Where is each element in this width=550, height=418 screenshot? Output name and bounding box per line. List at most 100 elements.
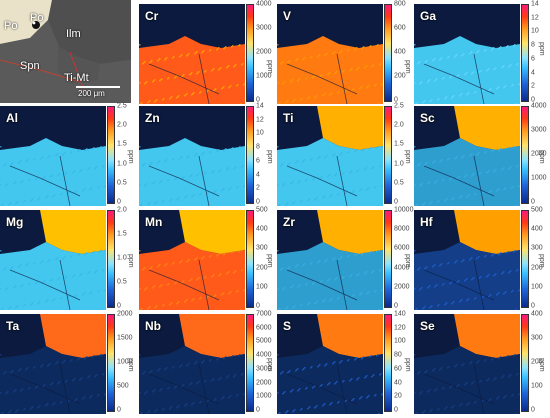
colorbar-tick-label: 7000 xyxy=(256,310,272,318)
colorbar-tick-label: 100 xyxy=(531,283,543,291)
map-panel-nb: Nb xyxy=(139,314,245,414)
map-panel-zn: Zn xyxy=(139,106,245,206)
petro-label: Ilm xyxy=(66,28,81,40)
map-image xyxy=(414,106,520,206)
colorbar-unit-label: ppm xyxy=(127,150,134,164)
colorbar-tick-label: 2 xyxy=(531,82,535,90)
colorbar-tick-label: 400 xyxy=(394,48,406,56)
colorbar-tick-label: 1.0 xyxy=(394,160,404,168)
map-image xyxy=(139,210,245,310)
colorbar-unit-label: ppm xyxy=(538,150,545,164)
colorbar-tick-label: 10 xyxy=(256,129,264,137)
colorbar-tick-label: 1.0 xyxy=(117,254,127,262)
element-label: Ti xyxy=(283,111,294,125)
element-label: Ga xyxy=(420,9,437,23)
colorbar-unit-label: ppm xyxy=(127,358,134,372)
colorbar-unit-label: ppm xyxy=(538,42,545,56)
colorbar-tick-label: 200 xyxy=(531,264,543,272)
element-label: Sc xyxy=(420,111,435,125)
colorbar-tick-label: 2.0 xyxy=(117,121,127,129)
map-image xyxy=(0,314,106,414)
colorbar-tick-label: 200 xyxy=(394,72,406,80)
colorbar-tick-label: 0.5 xyxy=(117,278,127,286)
colorbar xyxy=(384,106,392,204)
colorbar xyxy=(246,4,254,102)
colorbar-tick-label: 0 xyxy=(394,198,398,206)
colorbar xyxy=(384,4,392,102)
colorbar-tick-label: 2000 xyxy=(256,379,272,387)
map-image xyxy=(277,314,383,414)
colorbar xyxy=(384,314,392,412)
colorbar-ticks: 14 12 10 8 6 4 2 0 xyxy=(256,103,270,206)
colorbar-tick-label: 1000 xyxy=(531,174,547,182)
colorbar-tick-label: 1000 xyxy=(256,72,272,80)
colorbar-tick-label: 6000 xyxy=(256,324,272,332)
colorbar-ticks: 400 300 200 100 0 xyxy=(531,310,545,414)
element-label: Nb xyxy=(145,319,161,333)
colorbar-tick-label: 0 xyxy=(117,302,121,310)
colorbar-tick-label: 1.5 xyxy=(117,230,127,238)
colorbar-tick-label: 1500 xyxy=(117,334,133,342)
element-label: S xyxy=(283,319,292,333)
colorbar-unit-label: ppm xyxy=(538,254,545,268)
colorbar-ticks: 2.5 2.0 1.5 1.0 0.5 0 xyxy=(394,103,408,206)
colorbar-ticks: 4000 3000 2000 1000 0 xyxy=(531,103,547,206)
colorbar-tick-label: 300 xyxy=(531,244,543,252)
colorbar-tick-label: 600 xyxy=(394,24,406,32)
map-panel-mg: Mg xyxy=(0,210,106,310)
colorbar-unit-label: ppm xyxy=(266,60,273,74)
colorbar-tick-label: 6 xyxy=(256,157,260,165)
colorbar-tick-label: 12 xyxy=(531,14,539,22)
map-image xyxy=(139,106,245,206)
map-panel-v: V xyxy=(277,4,383,104)
colorbar-tick-label: 2000 xyxy=(117,310,133,318)
colorbar-tick-label: 0 xyxy=(531,302,535,310)
colorbar-tick-label: 4000 xyxy=(256,0,272,8)
colorbar-tick-label: 4 xyxy=(256,171,260,179)
element-label: Zn xyxy=(145,111,160,125)
colorbar-tick-label: 1.5 xyxy=(117,140,127,148)
element-label: Ta xyxy=(6,319,20,333)
map-image xyxy=(414,4,520,104)
colorbar-tick-label: 800 xyxy=(394,0,406,8)
colorbar-tick-label: 200 xyxy=(531,358,543,366)
colorbar-tick-label: 2000 xyxy=(531,150,547,158)
colorbar-tick-label: 500 xyxy=(256,206,268,214)
colorbar-ticks: 14 12 10 8 6 4 2 0 xyxy=(531,1,545,104)
map-panel-s: S xyxy=(277,314,383,414)
colorbar-tick-label: 100 xyxy=(256,283,268,291)
colorbar-tick-label: 300 xyxy=(531,334,543,342)
map-image xyxy=(277,210,383,310)
colorbar-tick-label: 0 xyxy=(531,406,535,414)
colorbar xyxy=(384,210,392,308)
colorbar-tick-label: 4000 xyxy=(394,264,410,272)
element-label: Se xyxy=(420,319,435,333)
colorbar-tick-label: 0.5 xyxy=(394,179,404,187)
colorbar-tick-label: 500 xyxy=(531,206,543,214)
colorbar-tick-label: 0.5 xyxy=(117,179,127,187)
colorbar xyxy=(246,106,254,204)
colorbar-tick-label: 0 xyxy=(394,302,398,310)
colorbar-tick-label: 100 xyxy=(531,382,543,390)
colorbar-tick-label: 12 xyxy=(256,116,264,124)
colorbar-ticks: 500 400 300 200 100 0 xyxy=(531,206,545,310)
colorbar-tick-label: 6 xyxy=(531,55,535,63)
colorbar-unit-label: ppm xyxy=(404,150,411,164)
map-panel-se: Se xyxy=(414,314,520,414)
colorbar-tick-label: 200 xyxy=(256,264,268,272)
colorbar-tick-label: 2.0 xyxy=(394,121,404,129)
element-label: Mn xyxy=(145,215,163,229)
petro-label: Ti-Mt xyxy=(64,72,89,84)
colorbar-tick-label: 3000 xyxy=(256,24,272,32)
colorbar-unit-label: ppm xyxy=(127,254,134,268)
map-panel-ga: Ga xyxy=(414,4,520,104)
colorbar-tick-label: 400 xyxy=(531,310,543,318)
colorbar-tick-label: 10 xyxy=(531,27,539,35)
colorbar-tick-label: 0 xyxy=(531,96,535,104)
petro-label: Po xyxy=(4,20,18,32)
map-panel-sc: Sc xyxy=(414,106,520,206)
colorbar-tick-label: 0 xyxy=(394,406,398,414)
element-label: V xyxy=(283,9,292,23)
colorbar-tick-label: 1000 xyxy=(117,358,133,366)
colorbar-ticks: 2.5 2.0 1.5 1.0 0.5 0 xyxy=(117,103,131,206)
